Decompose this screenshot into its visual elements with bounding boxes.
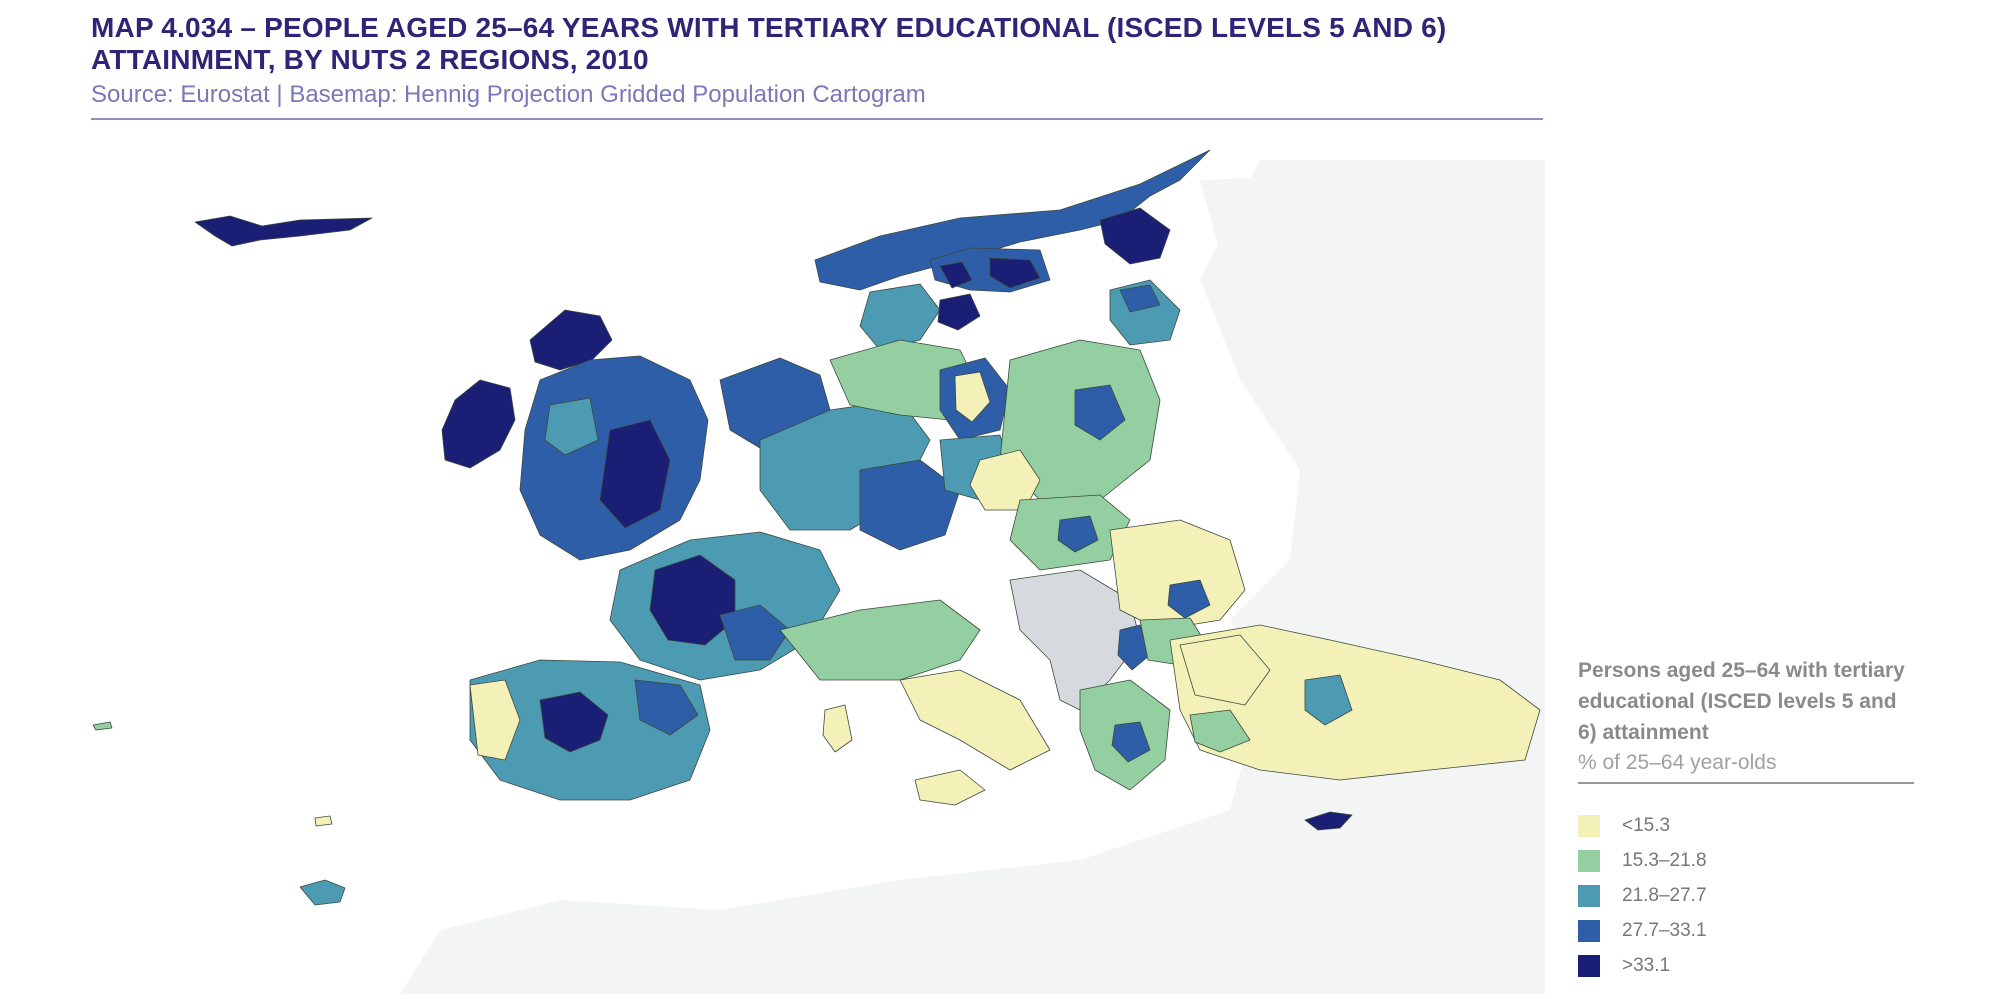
region-scotland[interactable]	[529, 309, 613, 371]
legend-classes: <15.3 15.3–21.8 21.8–27.7 27.7–33.1 >33.1	[1578, 808, 1914, 983]
region-oslo[interactable]	[939, 261, 973, 289]
region-madrid[interactable]	[539, 691, 609, 753]
map-header: MAP 4.034 – PEOPLE AGED 25–64 YEARS WITH…	[91, 12, 1543, 110]
region-sardinia[interactable]	[822, 704, 853, 753]
legend-item: 27.7–33.1	[1578, 913, 1914, 948]
region-madeira[interactable]	[314, 815, 333, 827]
region-uk-north[interactable]	[544, 397, 599, 456]
background-land	[400, 160, 1545, 994]
legend-label: 15.3–21.8	[1622, 849, 1707, 871]
region-budapest[interactable]	[1057, 515, 1099, 553]
region-warsaw[interactable]	[1074, 384, 1126, 441]
region-copenhagen[interactable]	[937, 293, 981, 331]
region-turkey-west[interactable]	[1189, 709, 1251, 753]
region-romania[interactable]	[1109, 519, 1246, 631]
legend-label: 21.8–27.7	[1622, 884, 1707, 906]
map-legend: Persons aged 25–64 with tertiary educati…	[1578, 655, 1914, 983]
legend-swatch	[1578, 954, 1600, 977]
region-italy-south[interactable]	[899, 669, 1051, 771]
region-paris[interactable]	[649, 554, 736, 646]
region-azores[interactable]	[92, 721, 113, 731]
map-title: MAP 4.034 – PEOPLE AGED 25–64 YEARS WITH…	[91, 12, 1447, 75]
region-norway-south[interactable]	[859, 283, 941, 351]
legend-label: <15.3	[1622, 814, 1671, 836]
region-italy-north[interactable]	[779, 599, 981, 681]
legend-item: 15.3–21.8	[1578, 843, 1914, 878]
legend-item: >33.1	[1578, 948, 1914, 983]
region-canary-islands[interactable]	[299, 879, 346, 906]
region-cyprus[interactable]	[1304, 811, 1353, 831]
legend-unit: % of 25–64 year-olds	[1578, 751, 1777, 774]
region-london[interactable]	[599, 419, 671, 529]
map-canvas[interactable]	[0, 140, 1560, 994]
region-istanbul[interactable]	[1179, 634, 1271, 706]
region-bucharest[interactable]	[1167, 579, 1211, 619]
legend-swatch	[1578, 919, 1600, 942]
legend-swatch	[1578, 849, 1600, 872]
region-ankara[interactable]	[1304, 674, 1353, 726]
legend-swatch	[1578, 814, 1600, 837]
legend-title: Persons aged 25–64 with tertiary educati…	[1578, 659, 1905, 744]
legend-item: 21.8–27.7	[1578, 878, 1914, 913]
cartogram-map[interactable]	[0, 140, 1560, 994]
legend-label: 27.7–33.1	[1622, 919, 1707, 941]
region-berlin-core[interactable]	[954, 371, 991, 423]
region-stockholm[interactable]	[989, 257, 1041, 289]
region-athens[interactable]	[1111, 721, 1151, 763]
header-divider	[91, 118, 1543, 120]
region-france-west[interactable]	[719, 604, 791, 661]
region-catalonia[interactable]	[634, 679, 699, 736]
region-norway-coast[interactable]	[814, 149, 1211, 291]
background-land-north	[1200, 170, 1545, 340]
region-iceland[interactable]	[194, 215, 373, 247]
region-germany-south[interactable]	[859, 459, 961, 551]
region-serbia-core[interactable]	[1117, 624, 1151, 671]
legend-swatch	[1578, 884, 1600, 907]
legend-item: <15.3	[1578, 808, 1914, 843]
region-sicily[interactable]	[914, 769, 986, 806]
region-portugal[interactable]	[469, 679, 521, 761]
region-ireland[interactable]	[441, 379, 516, 469]
legend-label: >33.1	[1622, 954, 1671, 976]
region-estonia[interactable]	[1119, 284, 1161, 313]
region-finland[interactable]	[1099, 207, 1171, 265]
legend-divider	[1578, 782, 1914, 784]
map-source: Source: Eurostat | Basemap: Hennig Proje…	[91, 81, 926, 108]
